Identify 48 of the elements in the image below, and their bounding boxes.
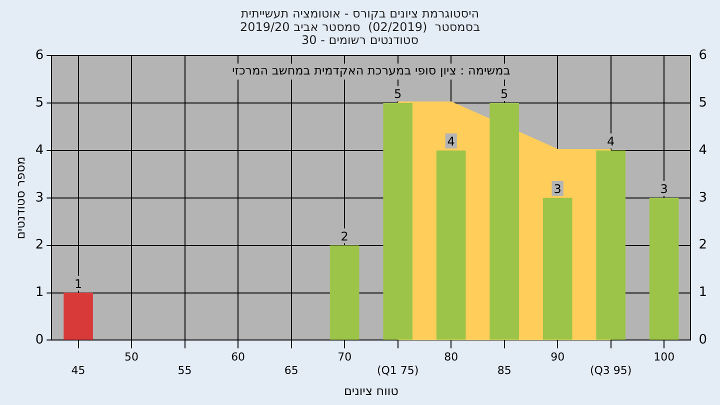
text: סטודנטים רשומים - 30 <box>301 33 419 48</box>
data-label: 3 <box>554 182 562 196</box>
y2-tick-label: 5 <box>698 95 708 110</box>
x-axis-title: טווח ציונים <box>344 384 399 398</box>
x-tick-label: 100 <box>654 350 675 364</box>
y2-tick-label: 0 <box>698 332 708 348</box>
bar <box>490 103 519 340</box>
data-label: 5 <box>500 87 508 102</box>
x-tick-label: 90 <box>550 350 565 364</box>
y2-tick-label: 6 <box>698 48 708 63</box>
bar <box>64 292 93 340</box>
x-tick-label: (Q1 75) <box>376 364 419 377</box>
bar <box>596 150 626 340</box>
bar <box>330 245 360 340</box>
x-tick-label: 85 <box>497 364 512 377</box>
data-label: 1 <box>74 276 82 291</box>
data-label: 3 <box>660 182 668 196</box>
x-tick-label: 55 <box>178 364 192 377</box>
x-tick-label: 80 <box>444 350 458 364</box>
data-label: 4 <box>607 134 615 149</box>
bar <box>436 150 466 340</box>
y2-tick-label: 4 <box>698 142 708 158</box>
y-tick-label: 4 <box>35 142 44 158</box>
text: בסמסטר (02/2019) סמסטר אביב 2019/20 <box>240 20 480 34</box>
y-axis-title: מספר סטודנטים <box>13 156 28 240</box>
data-label: 4 <box>447 134 455 149</box>
y-tick-label: 0 <box>35 332 44 348</box>
text: היסטוגרמת ציונים בקורס - אוטומציה תעשייתית <box>240 6 480 21</box>
y-tick-label: 6 <box>35 48 44 63</box>
annotation: במשימה : ציון סופי במערכת האקדמית במחשב המרכזי <box>232 64 510 78</box>
x-tick-label: (Q3 95) <box>590 364 632 377</box>
data-label: 5 <box>394 87 402 102</box>
bar <box>542 198 572 340</box>
x-tick-label: 65 <box>284 364 298 377</box>
y-tick-label: 3 <box>35 190 44 206</box>
y2-tick-label: 3 <box>698 190 708 206</box>
y-tick-label: 1 <box>35 285 44 300</box>
x-tick-label: 50 <box>124 350 139 364</box>
x-tick-label: 45 <box>71 364 86 377</box>
data-label: 2 <box>340 229 348 244</box>
y2-tick-label: 2 <box>698 238 708 253</box>
bar <box>383 103 412 340</box>
y-tick-label: 2 <box>35 238 44 253</box>
x-tick-label: 70 <box>338 350 352 364</box>
y-tick-label: 5 <box>35 95 44 110</box>
y2-tick-label: 1 <box>698 285 708 300</box>
bar <box>649 198 679 340</box>
x-tick-label: 60 <box>231 350 246 364</box>
